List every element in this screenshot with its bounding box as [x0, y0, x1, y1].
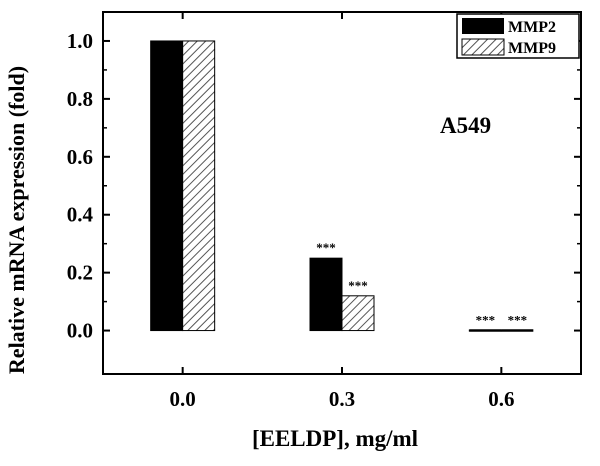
significance-marker: *** — [508, 313, 528, 328]
y-tick-label: 0.4 — [67, 203, 94, 227]
significance-marker: *** — [316, 240, 336, 255]
significance-marker: *** — [476, 313, 496, 328]
y-axis-label: Relative mRNA expression (fold) — [4, 66, 29, 374]
significance-annotations: *** *** *** *** — [316, 240, 527, 327]
bar-mmp2-0.0 — [150, 40, 184, 332]
legend-label-mmp9: MMP9 — [508, 40, 556, 57]
legend: MMP2 MMP9 — [456, 13, 580, 59]
y-tick-label: 0.6 — [67, 145, 93, 169]
x-tick-label: 0.3 — [329, 387, 355, 411]
bar-mmp9-0.3 — [341, 295, 375, 332]
legend-label-mmp2: MMP2 — [508, 19, 556, 36]
bar-mmp2-0.3 — [309, 257, 343, 332]
x-axis-ticks: 0.0 0.3 0.6 — [170, 12, 514, 411]
x-axis-label: [EELDP], mg/ml — [252, 426, 418, 451]
x-tick-label: 0.6 — [488, 387, 514, 411]
significance-marker: *** — [348, 278, 368, 293]
legend-swatch-mmp9 — [461, 38, 505, 56]
y-tick-label: 1.0 — [67, 29, 93, 53]
bar-mmp9-0.0 — [182, 40, 216, 332]
y-tick-label: 0.2 — [67, 261, 93, 285]
cell-line-annotation: A549 — [440, 113, 491, 138]
y-axis-ticks: 0.0 0.2 0.4 0.6 0.8 1.0 — [67, 29, 581, 343]
bars — [150, 40, 534, 332]
x-tick-label: 0.0 — [170, 387, 196, 411]
y-tick-label: 0.8 — [67, 87, 93, 111]
y-tick-label: 0.0 — [67, 319, 93, 343]
legend-swatch-mmp2 — [462, 18, 504, 34]
